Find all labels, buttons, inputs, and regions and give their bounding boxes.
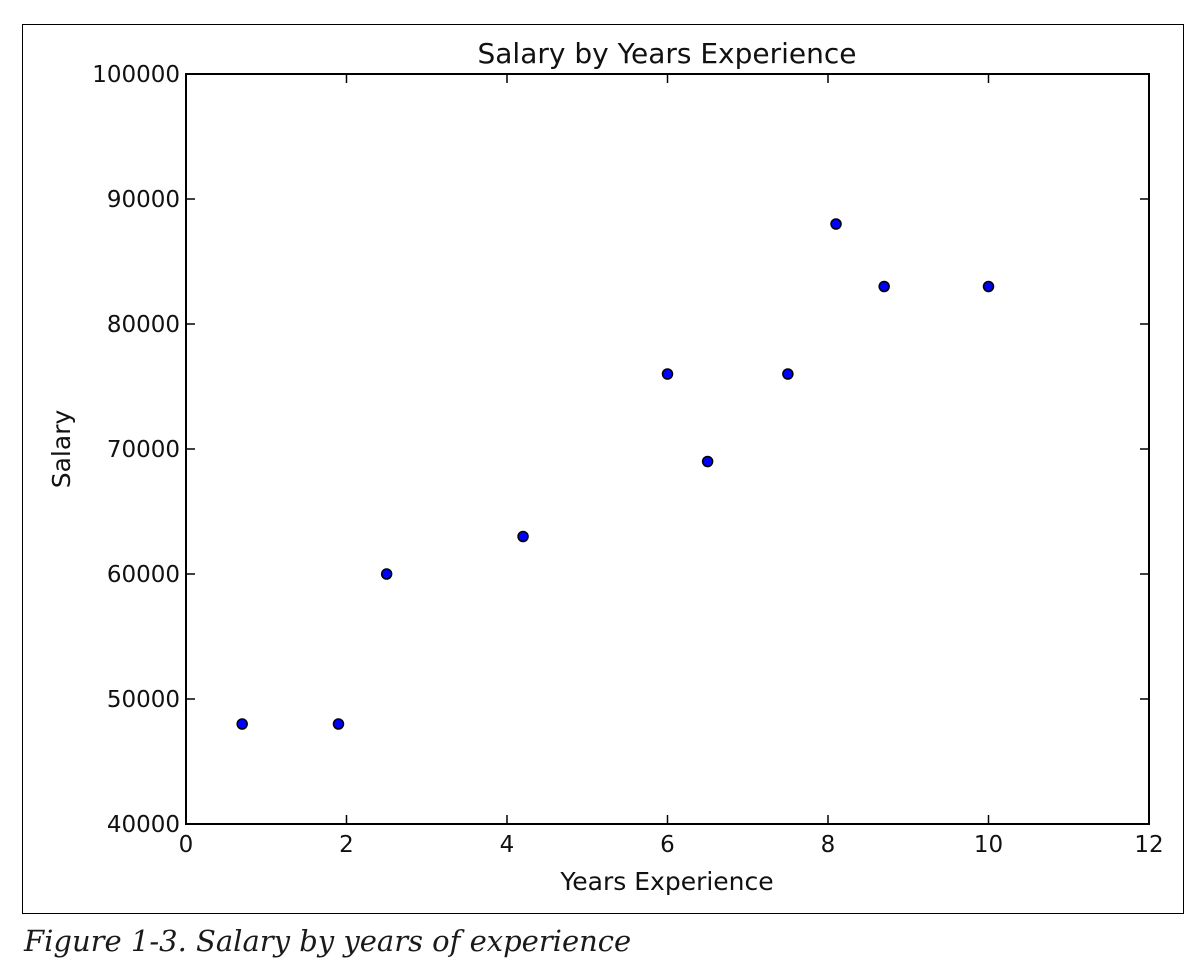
x-tick-label: 8 bbox=[821, 832, 836, 858]
x-tick-label: 12 bbox=[1134, 832, 1163, 858]
y-axis-label: Salary bbox=[47, 410, 76, 489]
data-point bbox=[782, 368, 794, 380]
data-point bbox=[332, 718, 345, 730]
y-tick-label: 90000 bbox=[107, 187, 180, 213]
data-point bbox=[661, 368, 674, 380]
figure-frame bbox=[22, 24, 1184, 914]
y-tick-label: 60000 bbox=[107, 562, 180, 588]
x-tick-label: 2 bbox=[339, 832, 354, 858]
y-tick-label: 70000 bbox=[107, 437, 180, 463]
chart-title: Salary by Years Experience bbox=[477, 37, 856, 70]
x-tick-label: 0 bbox=[179, 832, 194, 858]
data-points bbox=[236, 218, 995, 730]
data-point bbox=[380, 568, 393, 580]
y-tick-label: 80000 bbox=[107, 312, 180, 338]
data-point bbox=[701, 455, 714, 468]
data-point bbox=[982, 280, 995, 293]
y-tick-label: 100000 bbox=[92, 62, 180, 88]
data-point bbox=[878, 280, 890, 293]
axis-ticks: 0 2 4 6 8 10 12 40000 50000 60000 70000 80000 90000 1… bbox=[92, 62, 1163, 858]
x-tick-label: 4 bbox=[500, 832, 515, 858]
plot-area bbox=[185, 73, 1150, 825]
x-axis-label: Years Experience bbox=[559, 867, 773, 896]
data-point bbox=[236, 718, 248, 730]
data-point bbox=[830, 218, 842, 230]
x-tick-label: 6 bbox=[660, 832, 675, 858]
y-tick-label: 50000 bbox=[107, 687, 180, 713]
data-point bbox=[517, 530, 529, 543]
figure-caption: Figure 1-3. Salary by years of experienc… bbox=[24, 924, 632, 958]
scatter-chart: Salary by Years Experience 0 2 4 6 8 10 12 4000… bbox=[47, 37, 1164, 896]
y-tick-label: 40000 bbox=[107, 812, 180, 838]
x-tick-label: 10 bbox=[974, 832, 1003, 858]
